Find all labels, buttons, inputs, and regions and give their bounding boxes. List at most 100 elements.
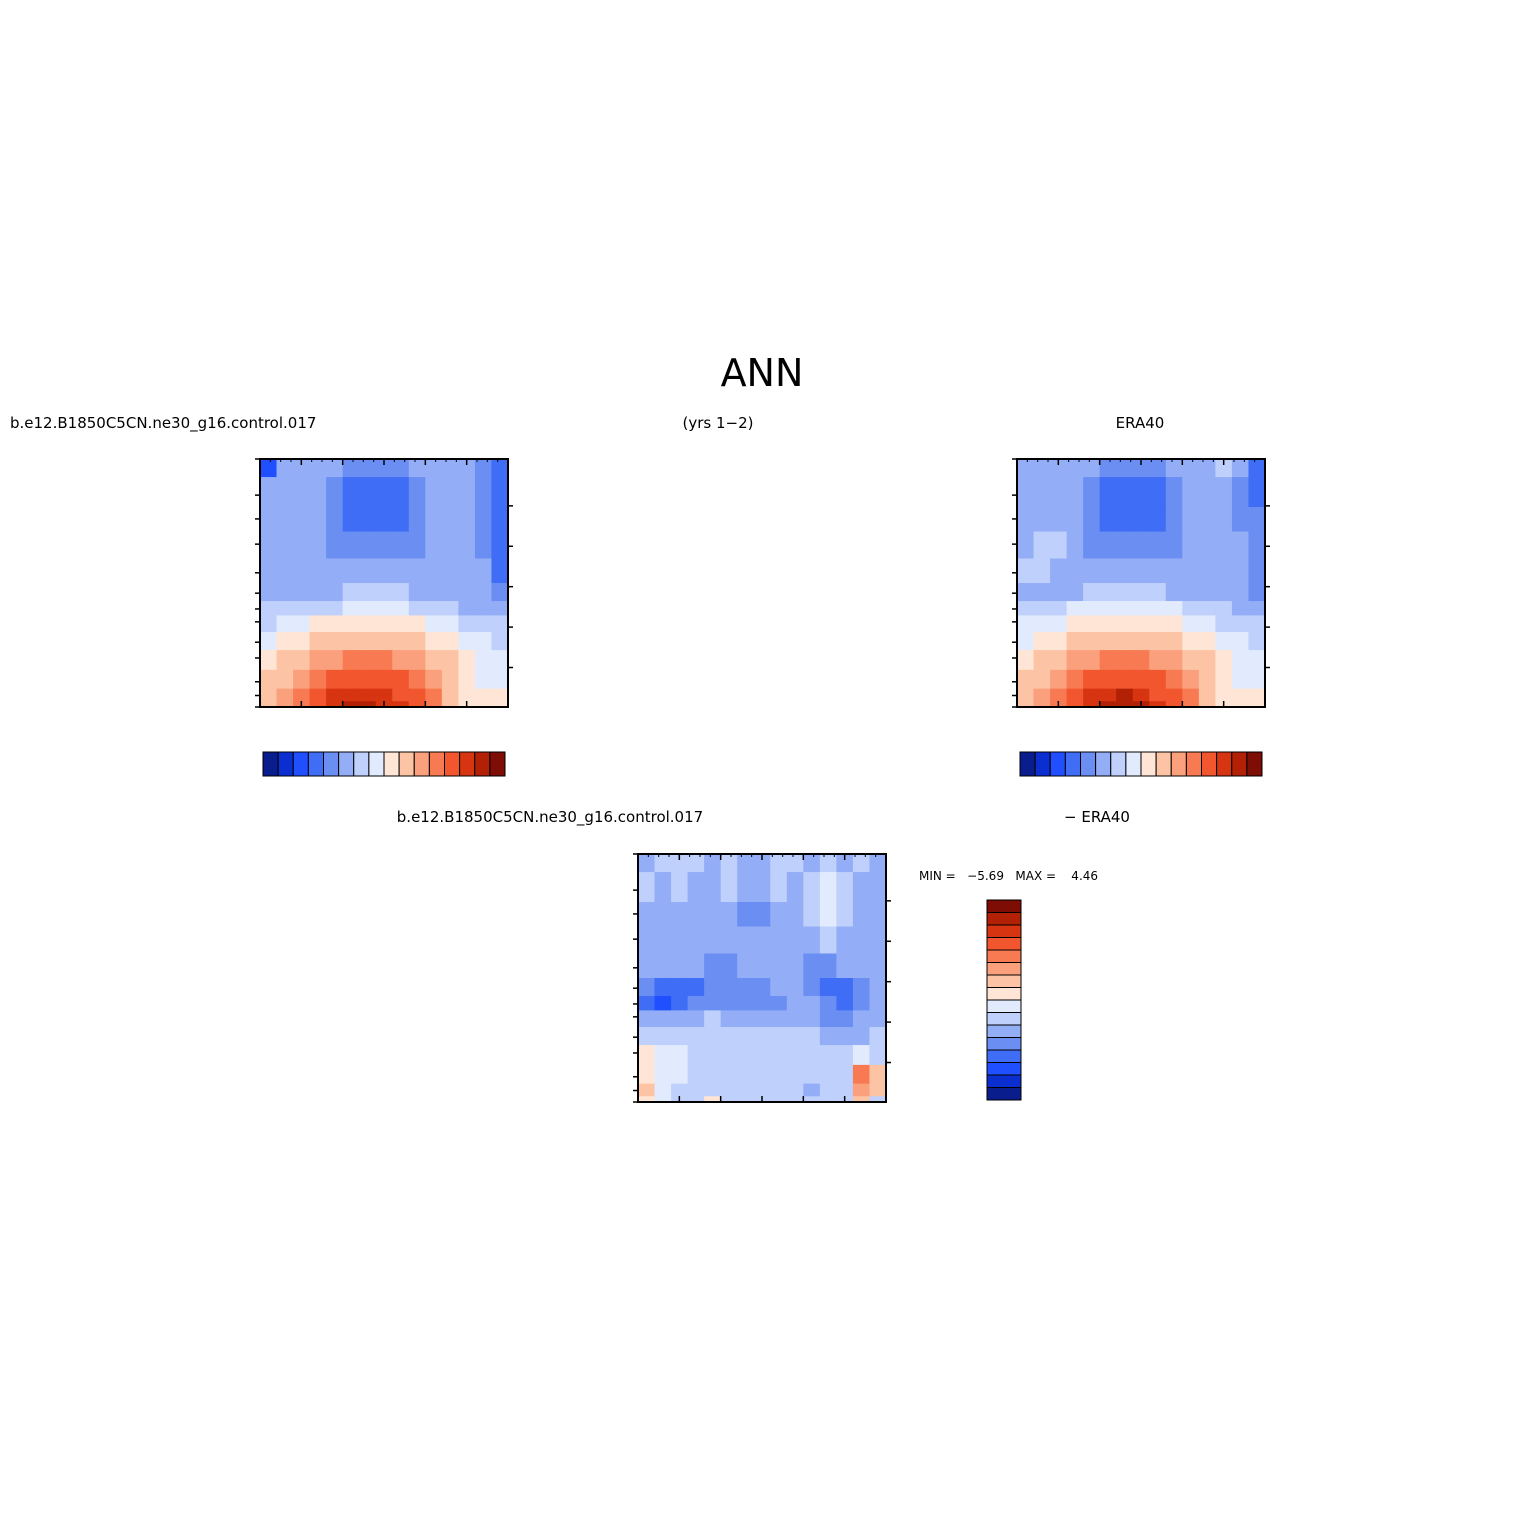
contour-cell	[753, 926, 771, 955]
contour-cell	[276, 531, 294, 560]
contour-cell	[1198, 669, 1216, 690]
contour-cell	[1248, 507, 1266, 533]
contour-cell	[720, 872, 738, 903]
contour-cell	[491, 558, 509, 584]
contour-cell	[737, 902, 755, 928]
contour-cell	[638, 1010, 656, 1028]
contour-cell	[260, 669, 278, 690]
contour-cell	[1231, 507, 1250, 533]
contour-cell	[654, 978, 672, 997]
contour-cell	[704, 1064, 722, 1085]
contour-cell	[737, 953, 755, 979]
contour-cell	[1132, 688, 1150, 702]
contour-cell	[326, 669, 344, 690]
contour-cell	[671, 1045, 689, 1066]
contour-cell	[309, 615, 327, 633]
contour-cell	[408, 531, 426, 560]
contour-cell	[1017, 601, 1035, 617]
contour-cell	[687, 926, 705, 955]
contour-cell	[1066, 583, 1084, 602]
contour-cell	[852, 953, 871, 979]
contour-cell	[638, 854, 656, 873]
contour-cell	[1248, 531, 1266, 560]
contour-cell	[737, 1096, 755, 1103]
contour-cell	[326, 650, 344, 671]
contour-cell	[408, 688, 426, 702]
contour-cell	[1165, 477, 1183, 508]
contour-cell	[869, 978, 887, 997]
contour-cell	[1066, 459, 1084, 478]
contour-cell	[359, 531, 377, 560]
contour-cell	[342, 583, 360, 602]
contour-cell	[720, 1045, 738, 1066]
contour-cell	[737, 854, 755, 873]
contour-cell	[819, 1083, 837, 1097]
contour-cell	[392, 615, 410, 633]
contour-cell	[869, 872, 887, 903]
contour-cell	[375, 558, 393, 584]
contour-cell	[359, 669, 377, 690]
contour-cell	[293, 688, 311, 702]
contour-cell	[1050, 669, 1068, 690]
contour-cell	[458, 583, 476, 602]
contour-cell	[1066, 601, 1084, 617]
contour-cell	[1099, 507, 1117, 533]
contour-cell	[1116, 669, 1134, 690]
contour-cell	[260, 459, 278, 478]
contour-cell	[819, 1096, 837, 1103]
contour-cell	[1182, 701, 1200, 708]
contour-cell	[1198, 688, 1216, 702]
contour-cell	[260, 615, 278, 633]
contour-cell	[770, 996, 788, 1012]
contour-cell	[638, 1045, 656, 1066]
contour-cell	[392, 632, 410, 651]
contour-cell	[671, 902, 689, 928]
contour-cell	[737, 926, 755, 955]
contour-cell	[491, 459, 509, 478]
contour-cell	[836, 872, 854, 903]
contour-cell	[1116, 688, 1134, 702]
contour-cell	[491, 688, 509, 702]
contour-cell	[1182, 615, 1200, 633]
contour-cell	[803, 854, 821, 873]
contour-cell	[276, 558, 294, 584]
contour-cell	[1149, 583, 1167, 602]
contour-cell	[704, 1027, 722, 1046]
contour-cell	[1182, 477, 1200, 508]
contour-cell	[819, 902, 837, 928]
contour-cell	[293, 601, 311, 617]
colorbar-swatch	[1201, 751, 1218, 777]
contour-cell	[293, 669, 311, 690]
contour-cell	[1198, 531, 1216, 560]
contour-cell	[1066, 558, 1084, 584]
contour-cell	[359, 650, 377, 671]
contour-cell	[786, 854, 804, 873]
contour-cell	[1215, 615, 1233, 633]
contour-cell	[753, 953, 771, 979]
contour-cell	[687, 1064, 705, 1085]
contour-cell	[704, 872, 722, 903]
contour-cell	[1116, 507, 1134, 533]
contour-cell	[753, 996, 771, 1012]
contour-cell	[671, 1010, 689, 1028]
contour-cell	[1116, 615, 1134, 633]
contour-cell	[375, 583, 393, 602]
model-case-label: b.e12.B1850C5CN.ne30_g16.control.017	[10, 414, 316, 433]
contour-cell	[671, 872, 689, 903]
contour-cell	[770, 978, 788, 997]
contour-cell	[836, 978, 854, 997]
contour-cell	[375, 615, 393, 633]
contour-cell	[1099, 632, 1117, 651]
contour-cell	[671, 854, 689, 873]
contour-cell	[1149, 558, 1167, 584]
colorbar-swatch	[986, 974, 1022, 988]
contour-cell	[753, 1010, 771, 1028]
contour-cell	[1248, 477, 1266, 508]
contour-cell	[1198, 615, 1216, 633]
contour-cell	[342, 558, 360, 584]
contour-cell	[786, 996, 804, 1012]
contour-cell	[638, 1064, 656, 1085]
contour-cell	[309, 632, 327, 651]
contour-cell	[1116, 531, 1134, 560]
contour-cell	[852, 978, 871, 997]
